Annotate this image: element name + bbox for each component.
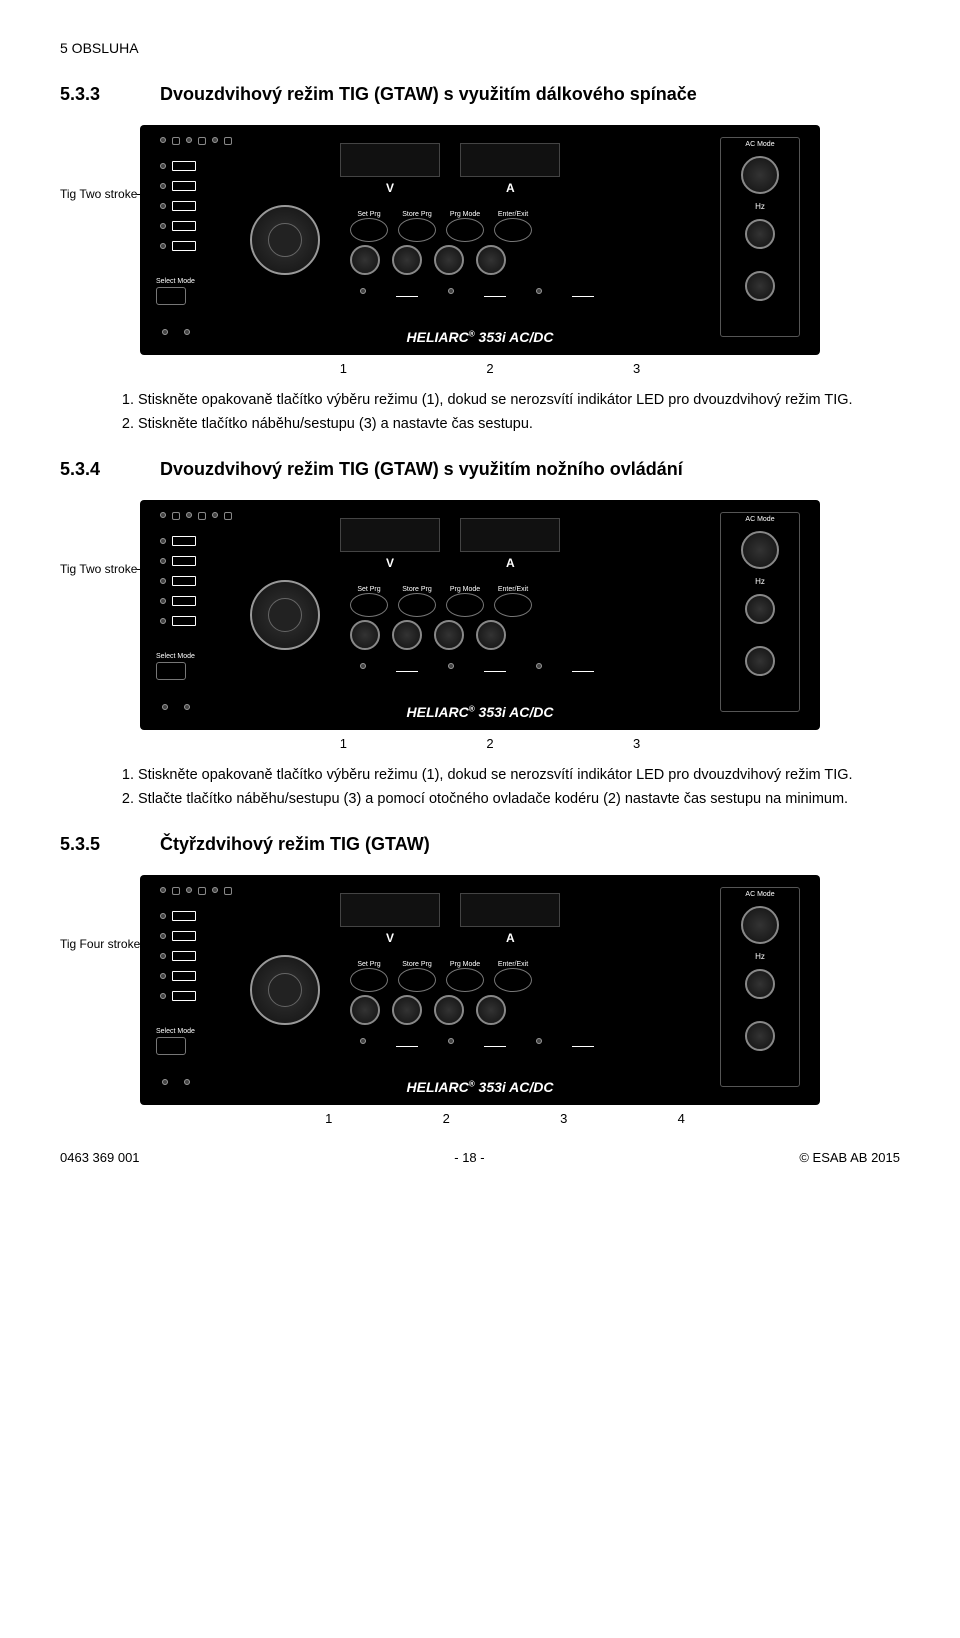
hz-label: Hz xyxy=(721,202,799,211)
panel-figure-2: Tig Two stroke Select Mode V A Set Prg S… xyxy=(140,500,820,751)
step-item: Stlačte tlačítko náběhu/sestupu (3) a po… xyxy=(138,789,900,810)
callout-num: 2 xyxy=(486,361,493,376)
callout-num: 2 xyxy=(443,1111,450,1126)
footer-right: © ESAB AB 2015 xyxy=(799,1150,900,1165)
select-mode-label: Select Mode xyxy=(156,278,195,285)
encoder-knob xyxy=(250,205,320,275)
mode-selector-column xyxy=(160,161,196,251)
section-num: 5.3.3 xyxy=(60,84,120,105)
callout-num: 4 xyxy=(678,1111,685,1126)
step-item: Stiskněte tlačítko náběhu/sestupu (3) a … xyxy=(138,414,900,435)
ac-mode-label: AC Mode xyxy=(721,141,799,148)
hz-knob xyxy=(745,219,775,249)
callout-num: 2 xyxy=(486,736,493,751)
bottom-led-row xyxy=(162,329,190,335)
panel-figure-3: Tig Four stroke Select Mode V A Set Prg … xyxy=(140,875,820,1126)
section-num: 5.3.4 xyxy=(60,459,120,480)
callout-num: 1 xyxy=(325,1111,332,1126)
footer-center: - 18 - xyxy=(454,1150,484,1165)
page-footer: 0463 369 001 - 18 - © ESAB AB 2015 xyxy=(60,1150,900,1165)
step-item: Stiskněte opakovaně tlačítko výběru reži… xyxy=(138,765,900,786)
control-panel: Select Mode V A Set Prg Store Prg Prg Mo… xyxy=(140,125,820,355)
program-button-row: Set Prg Store Prg Prg Mode Enter/Exit xyxy=(350,211,532,242)
label-a: A xyxy=(506,181,515,195)
section-heading: Čtyřzdvihový režim TIG (GTAW) xyxy=(160,834,430,855)
callout-num: 3 xyxy=(560,1111,567,1126)
waveform-row xyxy=(360,285,594,297)
figure-number-strip: 1 2 3 xyxy=(140,736,820,751)
ac-mode-knob xyxy=(741,156,779,194)
callout-num: 1 xyxy=(340,736,347,751)
callout-num: 3 xyxy=(633,736,640,751)
small-knob-row xyxy=(350,245,506,275)
section-title-533: 5.3.3 Dvouzdvihový režim TIG (GTAW) s vy… xyxy=(60,84,900,105)
figure-number-strip: 1 2 3 4 xyxy=(140,1111,820,1126)
steps-list-534: Stiskněte opakovaně tlačítko výběru reži… xyxy=(120,765,900,810)
indicator-led-row xyxy=(160,137,232,145)
lcd-voltage xyxy=(340,143,440,177)
brand-label: HELIARC® 353i AC/DC xyxy=(407,329,554,345)
annotation-label: Tig Four stroke xyxy=(60,937,140,951)
lcd-amperage xyxy=(460,143,560,177)
section-title-535: 5.3.5 Čtyřzdvihový režim TIG (GTAW) xyxy=(60,834,900,855)
label-v: V xyxy=(386,181,394,195)
annotation-label: Tig Two stroke xyxy=(60,562,137,576)
steps-list-533: Stiskněte opakovaně tlačítko výběru reži… xyxy=(120,390,900,435)
control-panel: Select Mode V A Set Prg Store Prg Prg Mo… xyxy=(140,875,820,1105)
callout-num: 3 xyxy=(633,361,640,376)
step-item: Stiskněte opakovaně tlačítko výběru reži… xyxy=(138,390,900,411)
section-num: 5.3.5 xyxy=(60,834,120,855)
section-header: 5 OBSLUHA xyxy=(60,40,900,56)
select-mode-button: Select Mode xyxy=(156,278,195,305)
balance-knob xyxy=(745,271,775,301)
section-title-534: 5.3.4 Dvouzdvihový režim TIG (GTAW) s vy… xyxy=(60,459,900,480)
footer-left: 0463 369 001 xyxy=(60,1150,140,1165)
right-control-box: AC Mode Hz xyxy=(720,137,800,337)
control-panel: Select Mode V A Set Prg Store Prg Prg Mo… xyxy=(140,500,820,730)
panel-figure-1: Tig Two stroke Select Mode V A Set Prg S… xyxy=(140,125,820,376)
section-heading: Dvouzdvihový režim TIG (GTAW) s využitím… xyxy=(160,459,683,480)
section-heading: Dvouzdvihový režim TIG (GTAW) s využitím… xyxy=(160,84,697,105)
annotation-label: Tig Two stroke xyxy=(60,187,137,201)
callout-num: 1 xyxy=(340,361,347,376)
figure-number-strip: 1 2 3 xyxy=(140,361,820,376)
